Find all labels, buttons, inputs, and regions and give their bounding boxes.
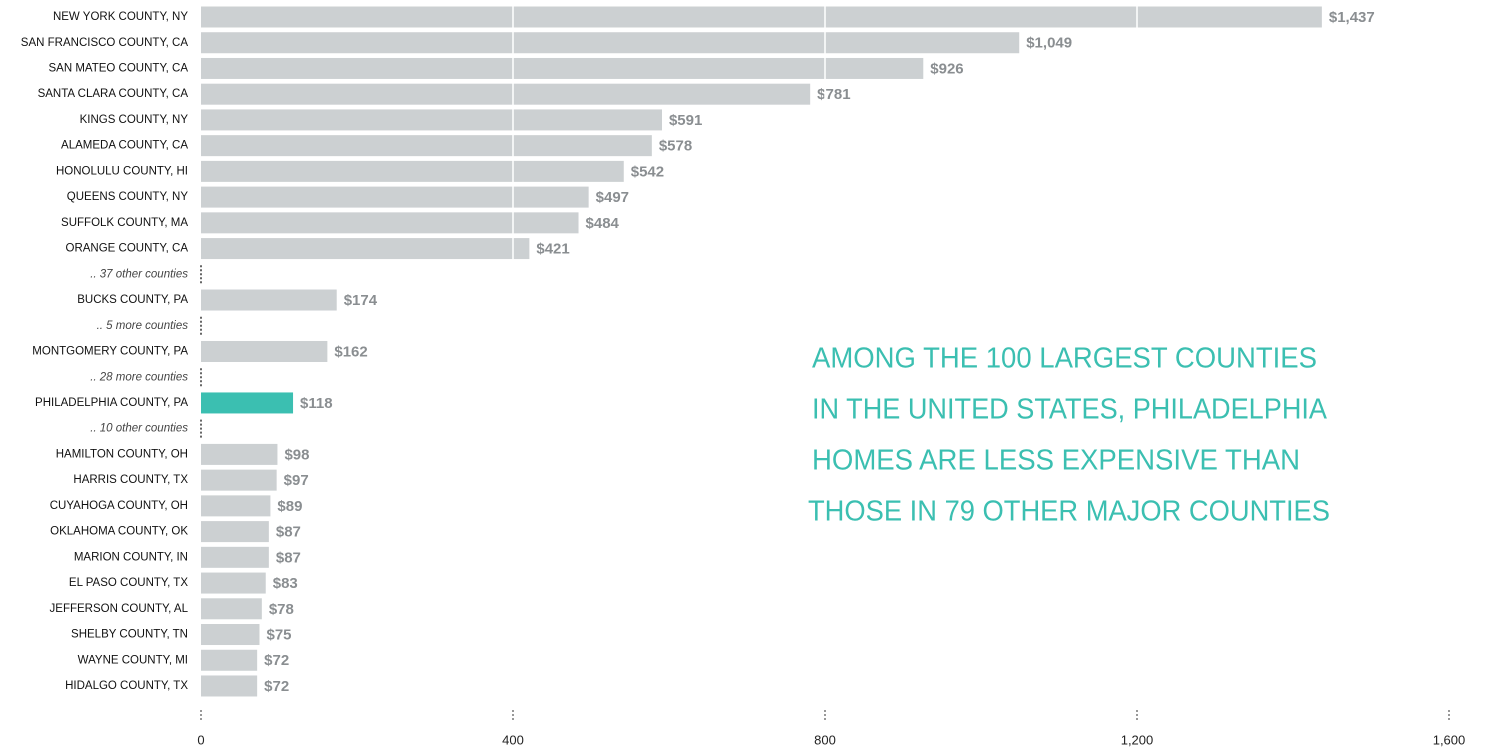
category-label: WAYNE COUNTY, MI	[78, 654, 188, 666]
value-label: $174	[344, 292, 378, 309]
bar	[201, 340, 328, 362]
bar	[201, 598, 262, 620]
x-tick-label: 400	[502, 732, 524, 747]
value-label: $75	[267, 626, 292, 643]
value-label: $781	[817, 86, 850, 103]
value-label: $926	[930, 60, 963, 77]
category-label: MARION COUNTY, IN	[74, 551, 188, 563]
value-label: $578	[659, 138, 692, 155]
category-label: BUCKS COUNTY, PA	[77, 294, 188, 306]
value-label: $484	[586, 215, 620, 232]
x-tick-label: 1,200	[1121, 732, 1154, 747]
gap-label: .. 28 more counties	[90, 371, 188, 383]
category-label: HARRIS COUNTY, TX	[73, 474, 188, 486]
x-tick-label: 800	[814, 732, 836, 747]
bar	[201, 443, 278, 465]
value-label: $87	[276, 524, 301, 541]
category-label: HAMILTON COUNTY, OH	[56, 448, 188, 460]
category-label: PHILADELPHIA COUNTY, PA	[35, 397, 188, 409]
category-label: MONTGOMERY COUNTY, PA	[32, 346, 188, 358]
bar	[201, 57, 924, 79]
category-label: ORANGE COUNTY, CA	[66, 243, 189, 255]
category-label: QUEENS COUNTY, NY	[67, 191, 189, 203]
value-label: $1,437	[1329, 9, 1375, 26]
annotation: IN THE UNITED STATES, PHILADELPHIA	[812, 394, 1328, 426]
value-label: $87	[276, 549, 301, 566]
category-label: CUYAHOGA COUNTY, OH	[50, 500, 188, 512]
category-label: KINGS COUNTY, NY	[80, 114, 189, 126]
bar	[201, 624, 260, 646]
value-label: $72	[264, 678, 289, 695]
value-label: $591	[669, 112, 702, 129]
category-label: HONOLULU COUNTY, HI	[56, 165, 188, 177]
bar	[201, 649, 258, 671]
category-label: ALAMEDA COUNTY, CA	[61, 140, 188, 152]
value-label: $78	[269, 601, 294, 618]
bar	[201, 392, 294, 414]
value-label: $162	[334, 343, 367, 360]
value-label: $1,049	[1026, 35, 1072, 52]
category-label: SAN MATEO COUNTY, CA	[48, 62, 188, 74]
bar	[201, 135, 652, 157]
annotation: THOSE IN 79 OTHER MAJOR COUNTIES	[808, 496, 1330, 528]
x-tick-label: 0	[197, 732, 204, 747]
value-label: $497	[596, 189, 629, 206]
value-label: $83	[273, 575, 298, 592]
gap-label: .. 10 other counties	[90, 423, 188, 435]
value-label: $421	[536, 241, 569, 258]
bar	[201, 546, 269, 568]
bar	[201, 186, 589, 208]
bar	[201, 109, 662, 131]
category-label: SHELBY COUNTY, TN	[71, 629, 188, 641]
bar	[201, 238, 530, 260]
annotation: AMONG THE 100 LARGEST COUNTIES	[812, 343, 1317, 375]
value-label: $118	[300, 395, 333, 412]
value-label: $542	[631, 163, 664, 180]
bar	[201, 160, 624, 182]
category-label: OKLAHOMA COUNTY, OK	[50, 526, 188, 538]
x-tick-label: 1,600	[1433, 732, 1466, 747]
bar	[201, 289, 337, 311]
bar	[201, 521, 269, 543]
bar	[201, 83, 811, 105]
category-label: EL PASO COUNTY, TX	[69, 577, 188, 589]
category-label: HIDALGO COUNTY, TX	[65, 680, 188, 692]
bar	[201, 32, 1020, 54]
value-label: $97	[284, 472, 309, 489]
bar	[201, 469, 277, 491]
value-label: $98	[284, 446, 309, 463]
bar	[201, 572, 266, 594]
value-label: $72	[264, 652, 289, 669]
gap-label: .. 37 other counties	[90, 268, 188, 280]
bar	[201, 212, 579, 234]
category-label: JEFFERSON COUNTY, AL	[50, 603, 189, 615]
gap-label: .. 5 more counties	[97, 320, 189, 332]
bar	[201, 675, 258, 697]
category-label: NEW YORK COUNTY, NY	[53, 11, 188, 23]
annotation: HOMES ARE LESS EXPENSIVE THAN	[812, 445, 1300, 477]
category-label: SUFFOLK COUNTY, MA	[61, 217, 188, 229]
bar	[201, 6, 1322, 28]
category-label: SAN FRANCISCO COUNTY, CA	[21, 37, 189, 49]
bar	[201, 495, 271, 517]
category-label: SANTA CLARA COUNTY, CA	[38, 88, 189, 100]
value-label: $89	[277, 498, 302, 515]
